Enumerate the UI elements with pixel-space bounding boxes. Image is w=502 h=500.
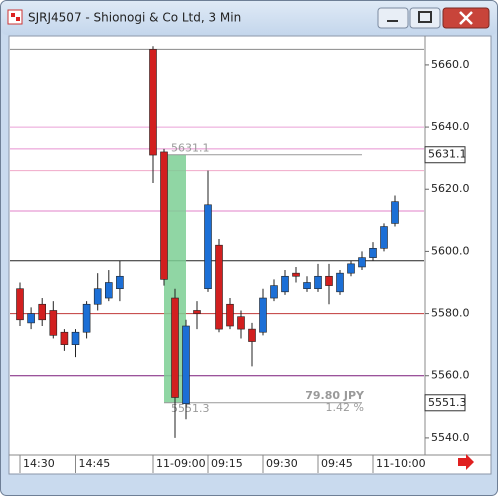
price-flag	[424, 146, 466, 164]
minimize-button[interactable]	[377, 7, 409, 29]
candle-body	[248, 328, 256, 342]
x-tick-label: 09:30	[266, 457, 298, 470]
candle-body	[391, 201, 399, 224]
price-flag	[424, 394, 466, 412]
y-tick-label: 5600.0	[431, 244, 470, 257]
candle-body	[259, 297, 267, 333]
candle-body	[16, 288, 24, 321]
x-tick-label: 14:45	[79, 457, 111, 470]
candle-body	[171, 297, 179, 398]
candle-body	[160, 151, 168, 280]
maximize-button[interactable]	[409, 7, 441, 29]
candle-body	[204, 204, 212, 290]
candle-body	[281, 275, 289, 293]
candle-body	[347, 263, 355, 274]
candle-body	[60, 331, 69, 345]
measure-change: 79.80 JPY	[305, 389, 365, 402]
y-tick-label: 5660.0	[431, 58, 470, 71]
y-tick-label: 5580.0	[431, 307, 470, 320]
candle-body	[303, 282, 311, 290]
x-tick-label: 09:45	[321, 457, 353, 470]
candle-body	[182, 325, 190, 405]
candle-body	[237, 316, 245, 330]
candle-body	[270, 285, 278, 299]
y-tick-label: 5620.0	[431, 182, 470, 195]
candle-body	[314, 275, 322, 290]
candle-body	[369, 247, 377, 258]
candle-body	[380, 226, 388, 249]
candle-body	[336, 272, 344, 293]
y-tick-label: 5560.0	[431, 369, 470, 382]
candle-body	[38, 303, 47, 321]
candle-body	[215, 244, 223, 330]
x-tick-label: 11-09:00	[156, 457, 206, 470]
candle-body	[292, 272, 300, 277]
price-flag-label: 5551.3	[428, 396, 467, 409]
candle-body	[325, 275, 333, 286]
candle-body	[82, 303, 91, 333]
measure-box	[164, 154, 186, 403]
y-tick-label: 5640.0	[431, 120, 470, 133]
candle-body	[27, 313, 35, 324]
title-bar	[1, 1, 497, 35]
measure-start-label: 5631.1	[171, 142, 210, 155]
candle-body	[93, 288, 102, 305]
candle-body	[49, 310, 58, 336]
candle-body	[149, 49, 157, 156]
x-tick-label: 11-10:00	[376, 457, 426, 470]
measure-end-label: 5551.3	[171, 402, 210, 415]
x-tick-label: 14:30	[23, 457, 55, 470]
x-tick-label: 09:15	[211, 457, 243, 470]
scroll-arrow[interactable]	[458, 454, 474, 470]
candle-body	[116, 275, 124, 290]
candle-body	[193, 310, 201, 314]
candle-body	[71, 331, 80, 345]
candle-body	[226, 303, 234, 327]
y-tick-label: 5540.0	[431, 431, 470, 444]
chart-area	[8, 35, 492, 475]
measure-change-pct: 1.42 %	[326, 401, 364, 414]
candle-body	[358, 257, 366, 268]
candle-body	[105, 282, 113, 299]
price-flag-label: 5631.1	[428, 148, 467, 161]
window-title: SJRJ4507 - Shionogi & Co Ltd, 3 Min	[28, 11, 241, 25]
